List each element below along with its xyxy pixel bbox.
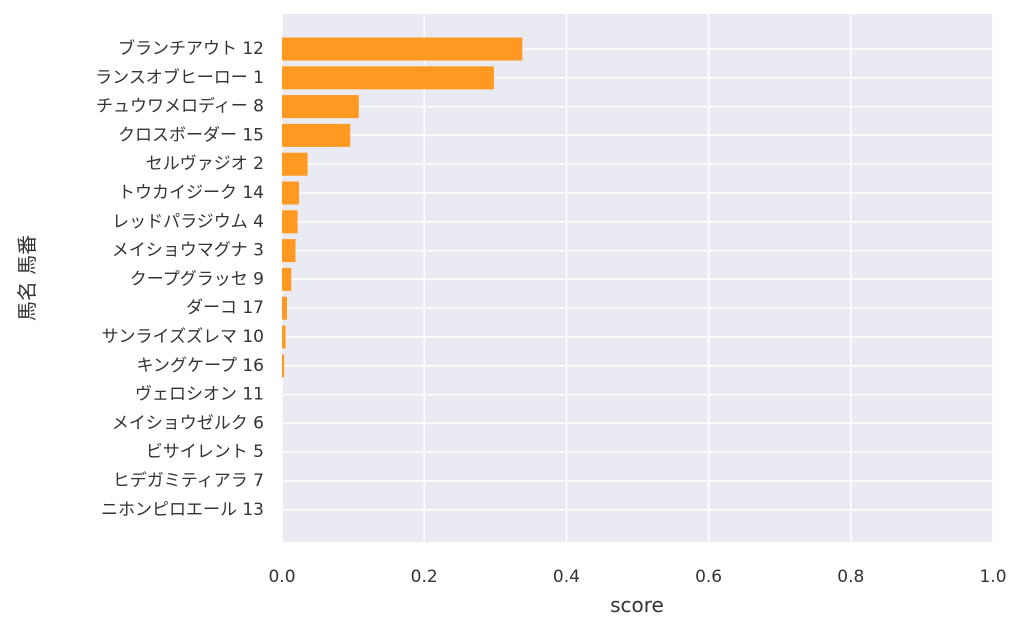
y-tick-label: クープグラッセ 9 [130,269,264,289]
x-tick-label: 0.6 [695,567,722,587]
bars [282,37,523,378]
x-tick-label: 1.0 [979,567,1006,587]
bar [282,95,359,119]
y-tick-label: サンライズズレマ 10 [101,327,264,347]
y-tick-label: セルヴァジオ 2 [146,154,264,174]
y-tick-labels: ブランチアウト 12 ランスオブヒーロー 1 チュウワメロディー 8 クロスボーダー … [95,38,264,520]
grid-lines [281,14,994,542]
y-tick-label: ニホンピロエール 13 [101,500,264,520]
y-tick-label: メイショウゼルク 6 [112,413,264,433]
bar [282,210,298,234]
y-tick-label: メイショウマグナ 3 [112,241,264,261]
bar [282,267,292,291]
x-tick-labels: 0.0 0.2 0.4 0.6 0.8 1.0 [268,567,1006,587]
bar [282,296,287,320]
y-tick-label: キングケープ 16 [136,356,264,376]
plot-background [282,14,993,542]
x-tick-label: 0.0 [268,567,295,587]
bar [282,181,300,205]
bar [282,152,308,176]
y-tick-label: ヒデガミティアラ 7 [113,470,264,491]
x-tick-label: 0.2 [411,567,438,587]
y-tick-label: ブランチアウト 12 [118,38,264,59]
y-tick-label: ビサイレント 5 [146,442,264,462]
bar [282,37,523,61]
bar [282,123,351,147]
bar [282,66,494,90]
y-tick-label: トウカイジーク 14 [118,183,264,203]
bar [282,239,296,263]
bar [282,354,285,378]
y-tick-label: レッドパラジウム 4 [112,212,264,232]
y-tick-label: クロスボーダー 15 [118,125,264,145]
x-tick-label: 0.8 [837,567,864,587]
y-tick-label: チュウワメロディー 8 [96,96,264,117]
y-tick-label: ヴェロシオン 11 [135,385,264,405]
x-axis-title: score [610,593,664,617]
bar [282,325,286,349]
y-axis-title: 馬名 馬番 [15,235,39,321]
y-tick-label: ランスオブヒーロー 1 [95,67,264,88]
x-tick-label: 0.4 [553,567,580,587]
y-tick-label: ダーコ 17 [186,298,264,318]
